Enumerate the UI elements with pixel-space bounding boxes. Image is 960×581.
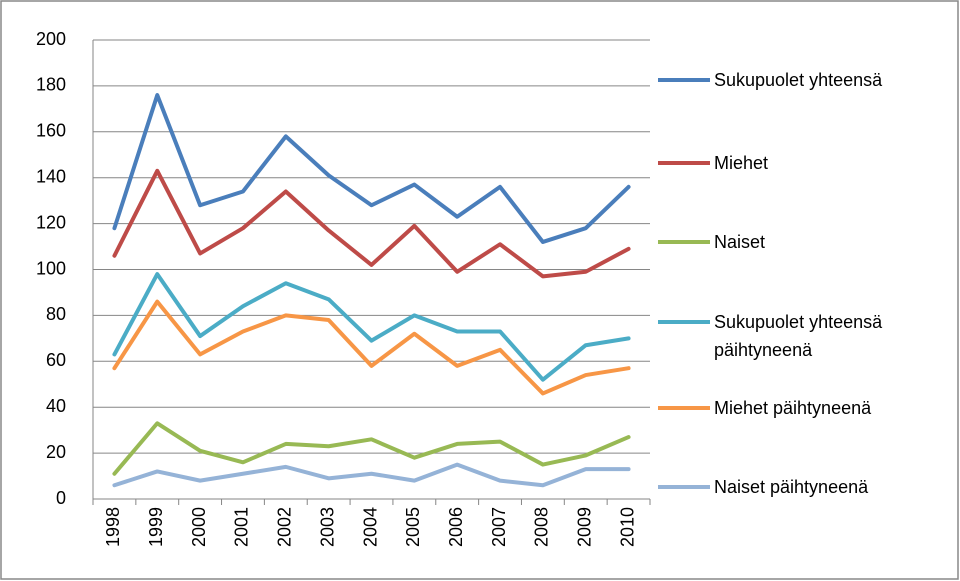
x-tick-label: 2004	[360, 507, 380, 547]
legend-label: Naiset päihtyneenä	[714, 477, 869, 497]
legend-entry: Miehet	[658, 149, 954, 177]
legend-swatch	[658, 240, 710, 244]
series-line	[112, 421, 631, 476]
y-tick-label: 180	[36, 75, 66, 95]
y-tick-label: 200	[36, 29, 66, 49]
series-line	[112, 272, 631, 382]
legend-label: Naiset	[714, 232, 766, 252]
legend-label: Miehet päihtyneenä	[714, 398, 872, 418]
series-line	[112, 462, 631, 488]
x-tick-label: 2007	[489, 507, 509, 547]
y-tick-label: 160	[36, 121, 66, 141]
x-tick-label: 2005	[403, 507, 423, 547]
x-tick-label: 1999	[146, 507, 166, 547]
legend-entry: Miehet päihtyneenä	[658, 394, 954, 422]
legend-swatch	[658, 320, 710, 324]
y-tick-label: 120	[36, 212, 66, 232]
legend-swatch	[658, 161, 710, 165]
x-tick-label: 2002	[275, 507, 295, 547]
series-line	[112, 168, 631, 279]
x-tick-label: 2001	[232, 507, 252, 547]
x-tick-label: 2010	[617, 507, 637, 547]
legend-entry: Naiset päihtyneenä	[658, 473, 954, 501]
y-tick-label: 60	[46, 350, 66, 370]
legend-label: Sukupuolet yhteensä päihtyneenä	[714, 312, 883, 360]
legend-entry: Sukupuolet yhteensä päihtyneenä	[658, 308, 954, 364]
x-tick-label: 2009	[574, 507, 594, 547]
y-tick-label: 0	[56, 488, 66, 508]
legend-entry: Sukupuolet yhteensä	[658, 66, 954, 94]
legend-swatch	[658, 485, 710, 489]
series-line	[112, 93, 631, 244]
y-tick-label: 80	[46, 304, 66, 324]
legend-swatch	[658, 78, 710, 82]
y-tick-label: 140	[36, 166, 66, 186]
legend-label: Sukupuolet yhteensä	[714, 70, 883, 90]
legend-label: Miehet	[714, 153, 769, 173]
x-tick-label: 2003	[317, 507, 337, 547]
legend-swatch	[658, 406, 710, 410]
series-line	[112, 299, 631, 396]
x-tick-label: 2008	[532, 507, 552, 547]
y-tick-label: 100	[36, 258, 66, 278]
x-tick-label: 2006	[446, 507, 466, 547]
x-tick-label: 2000	[189, 507, 209, 547]
y-tick-label: 20	[46, 442, 66, 462]
y-tick-label: 40	[46, 396, 66, 416]
x-tick-label: 1998	[103, 507, 123, 547]
legend-entry: Naiset	[658, 228, 954, 256]
